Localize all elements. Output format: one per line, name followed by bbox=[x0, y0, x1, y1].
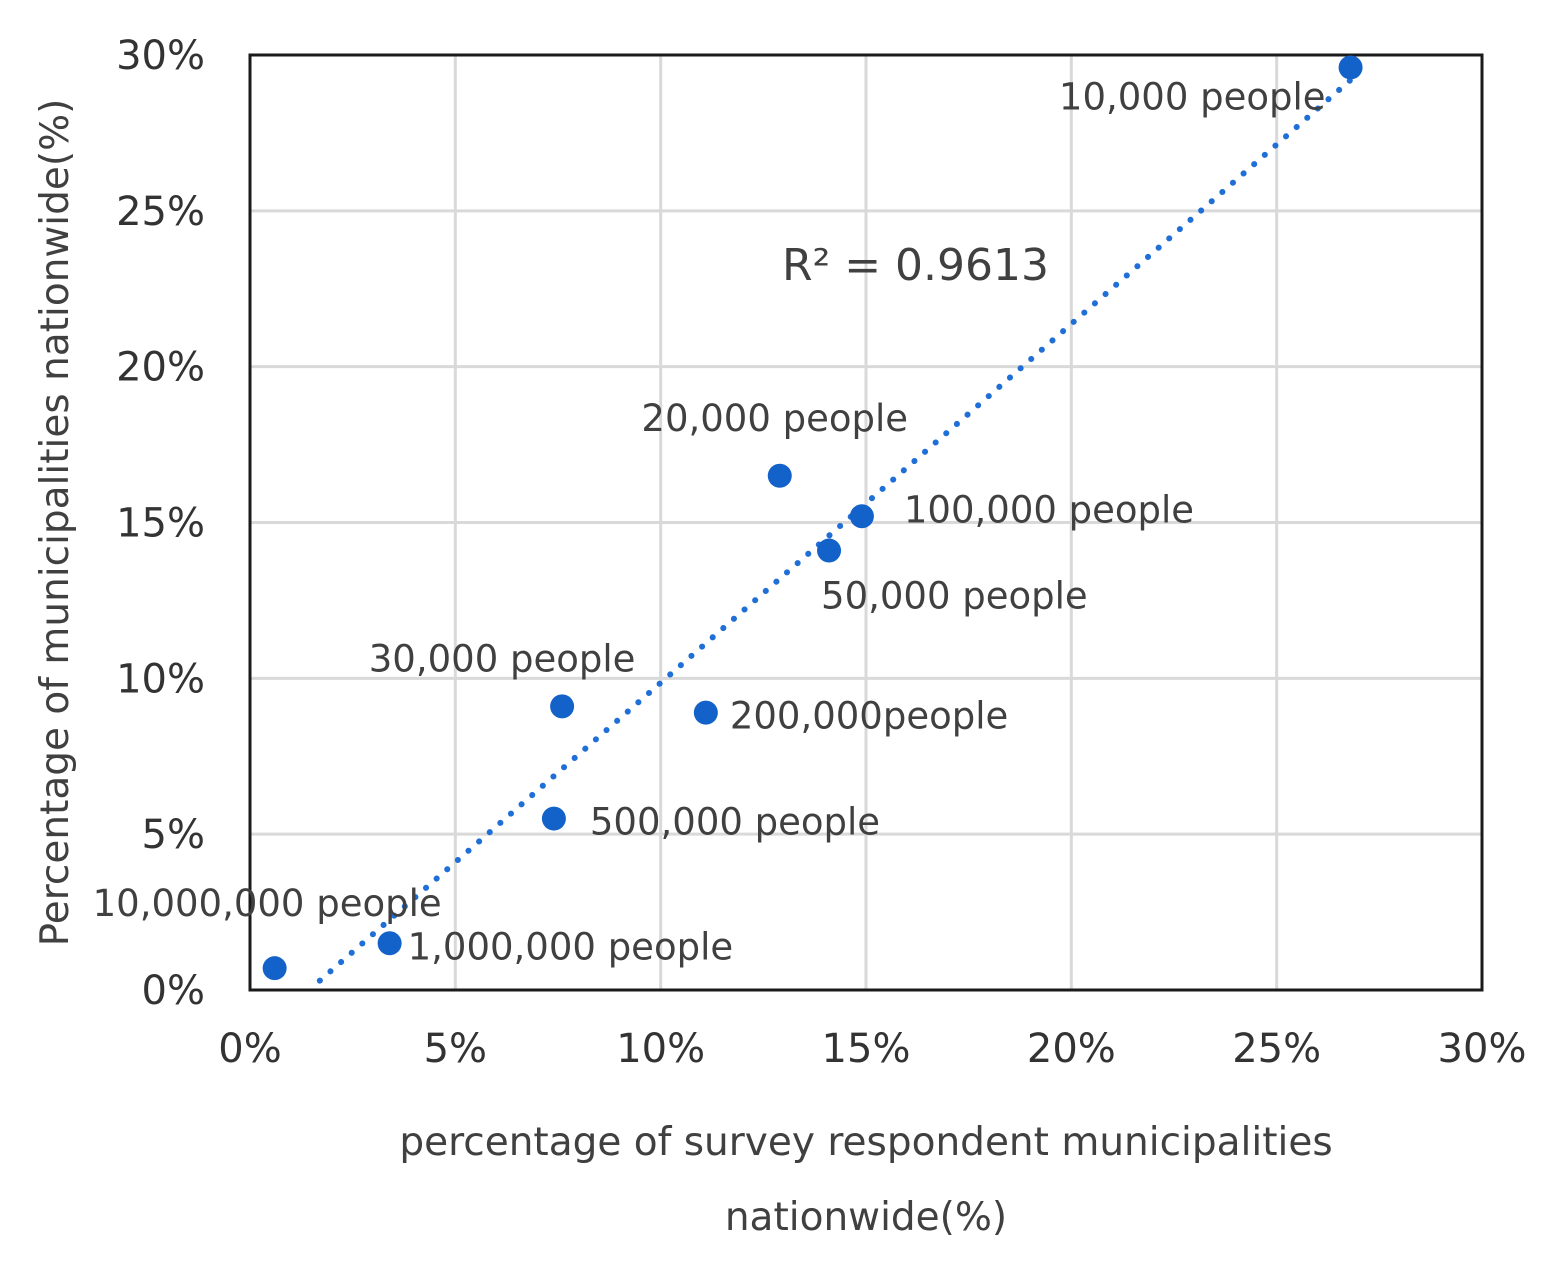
data-point bbox=[693, 700, 718, 725]
point-label: 100,000 people bbox=[904, 488, 1194, 531]
data-point bbox=[767, 463, 792, 488]
data-point bbox=[541, 806, 566, 831]
x-tick-label: 25% bbox=[1232, 1026, 1321, 1072]
x-tick-label: 15% bbox=[822, 1026, 911, 1072]
data-point bbox=[849, 504, 874, 529]
point-label: 200,000people bbox=[730, 695, 1008, 738]
trendline bbox=[316, 76, 1354, 984]
data-point bbox=[550, 694, 575, 719]
point-label: 500,000 people bbox=[590, 801, 880, 844]
point-label: 10,000,000 people bbox=[93, 882, 442, 925]
x-axis-title-line-2: nationwide(%) bbox=[725, 1195, 1007, 1240]
point-label: 1,000,000 people bbox=[408, 925, 733, 968]
point-label: 20,000 people bbox=[641, 397, 908, 440]
x-axis-ticks: 0% 5% 10% 15% 20% 25% 30% bbox=[218, 1026, 1526, 1072]
data-point bbox=[1338, 55, 1363, 80]
y-tick-label: 20% bbox=[116, 345, 205, 391]
y-tick-label: 10% bbox=[116, 656, 205, 702]
x-tick-label: 5% bbox=[424, 1026, 487, 1072]
x-tick-label: 30% bbox=[1438, 1026, 1527, 1072]
data-point bbox=[817, 538, 842, 563]
x-axis-title-line-1: percentage of survey respondent municipa… bbox=[399, 1120, 1332, 1165]
x-tick-label: 10% bbox=[616, 1026, 705, 1072]
y-axis-title: Percentage of municipalities nationwide(… bbox=[33, 99, 78, 947]
y-tick-label: 15% bbox=[116, 501, 205, 547]
plot-frame bbox=[248, 53, 1484, 992]
y-tick-label: 25% bbox=[116, 189, 205, 235]
r-squared-annotation: R² = 0.9613 bbox=[782, 240, 1049, 291]
y-tick-label: 0% bbox=[142, 968, 205, 1014]
point-label: 50,000 people bbox=[821, 575, 1088, 618]
y-tick-label: 30% bbox=[116, 33, 205, 79]
y-axis-ticks: 0% 5% 10% 15% 20% 25% 30% bbox=[116, 33, 205, 1014]
x-tick-label: 20% bbox=[1027, 1026, 1116, 1072]
data-points bbox=[262, 55, 1363, 981]
point-label: 10,000 people bbox=[1059, 75, 1326, 118]
data-point bbox=[262, 956, 287, 981]
data-point bbox=[377, 931, 402, 956]
y-tick-label: 5% bbox=[142, 812, 205, 858]
point-label: 30,000 people bbox=[369, 637, 636, 680]
point-labels: 10,000 people 20,000 people 100,000 people… bbox=[93, 75, 1326, 968]
x-tick-label: 0% bbox=[218, 1026, 281, 1072]
